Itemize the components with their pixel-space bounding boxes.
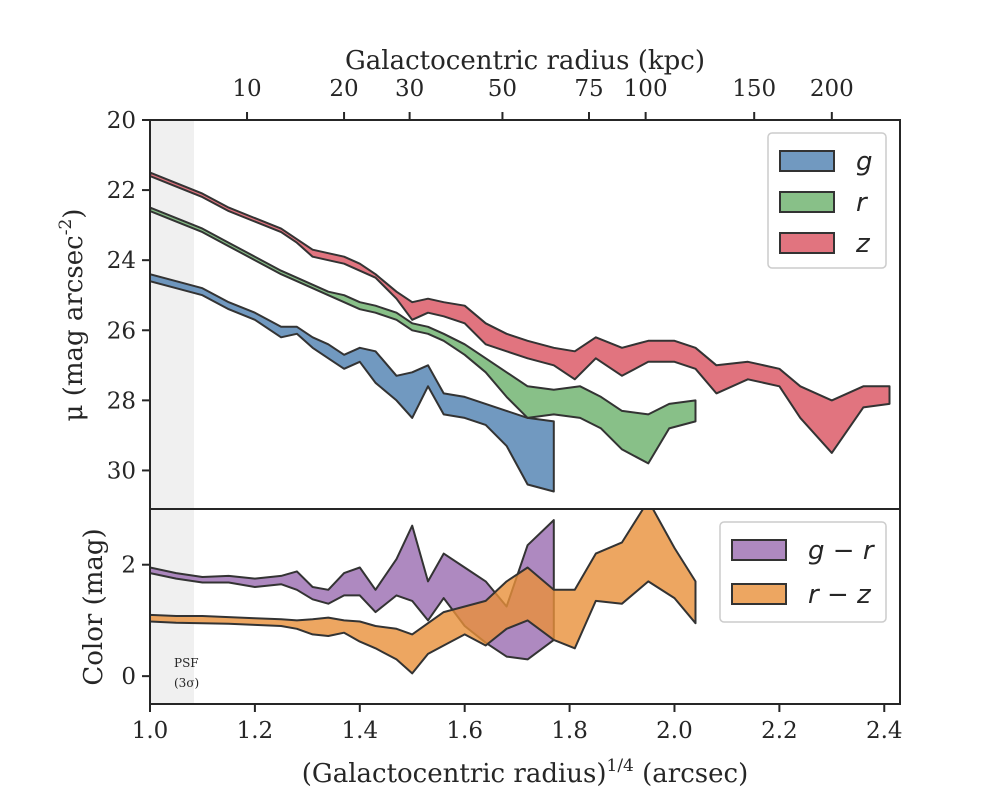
color-legend-swatch [731, 539, 787, 561]
top-x-tick-label: 150 [732, 76, 776, 102]
color-legend-label: g − r [808, 536, 876, 566]
bottom-y-ticks: 02 [121, 553, 150, 690]
top-x-tick-label: 20 [329, 76, 358, 102]
y-tick-label: 30 [107, 458, 136, 484]
sb-legend-swatch [779, 232, 835, 254]
y-tick-label: 2 [121, 553, 136, 579]
x-tick-label: 1.2 [237, 718, 274, 744]
x-tick-label: 2.2 [761, 718, 798, 744]
color-y-axis-title: Color (mag) [79, 528, 109, 685]
sb-legend-label: r [856, 188, 869, 218]
sb-legend-swatch [779, 150, 835, 172]
y-tick-label: 24 [107, 248, 136, 274]
surface-brightness-y-axis-title: μ (mag arcsec-2) [56, 209, 89, 422]
surface-brightness-areas [150, 171, 891, 493]
x-tick-label: 1.0 [132, 718, 169, 744]
y-tick-label: 20 [107, 108, 136, 134]
color-legend-swatch [731, 583, 787, 605]
x-tick-label: 1.6 [446, 718, 483, 744]
top-x-tick-label: 50 [488, 76, 517, 102]
x-tick-label: 2.0 [656, 718, 693, 744]
color-legend-label: r − z [808, 580, 872, 610]
x-tick-label: 2.4 [866, 718, 903, 744]
bottom-x-ticks: 1.0 1.2 1.4 1.6 1.8 2.0 2.2 2.4 [132, 704, 903, 744]
color-areas [150, 509, 697, 675]
psf-annotation-line1: PSF [174, 656, 199, 670]
y-tick-label: 22 [107, 178, 136, 204]
psf-shaded-region-bottom [150, 509, 194, 704]
x-tick-label: 1.8 [551, 718, 588, 744]
top-x-tick-label: 10 [232, 76, 261, 102]
color-panel: 02 1.0 1.2 1.4 1.6 1.8 2.0 2.2 2.4 g − rr − z P… [121, 508, 903, 744]
psf-annotation-line2: (3σ) [174, 676, 199, 690]
sb-legend-label: z [855, 229, 871, 259]
surface-brightness-panel: 20 22 24 26 28 30 10 20 30 50 75 100 150 200 grz [107, 76, 901, 510]
top-x-tick-label: 75 [574, 76, 603, 102]
x-tick-label: 1.4 [342, 718, 379, 744]
top-x-axis-title: Galactocentric radius (kpc) [345, 46, 705, 76]
series-r-z-band [150, 509, 697, 675]
surface-brightness-legend: grz [767, 132, 887, 269]
sb-legend-swatch [779, 191, 835, 213]
bottom-panel-frame [149, 508, 901, 705]
series-r-band [150, 206, 697, 465]
y-tick-label: 28 [107, 388, 136, 414]
y-tick-label: 26 [107, 318, 136, 344]
color-legend: g − r r − z [719, 521, 887, 623]
series-g-band [150, 273, 555, 493]
sb-legend-label: g [856, 147, 873, 177]
top-x-tick-label: 30 [395, 76, 424, 102]
x-axis-title: (Galactocentric radius)1/4 (arcsec) [302, 756, 748, 789]
series-z-band [150, 171, 891, 454]
y-tick-label: 0 [121, 664, 136, 690]
top-x-tick-label: 100 [624, 76, 668, 102]
top-x-tick-label: 200 [810, 76, 854, 102]
top-x-ticks: 10 20 30 50 75 100 150 200 [232, 76, 854, 120]
top-y-ticks: 20 22 24 26 28 30 [107, 108, 150, 484]
